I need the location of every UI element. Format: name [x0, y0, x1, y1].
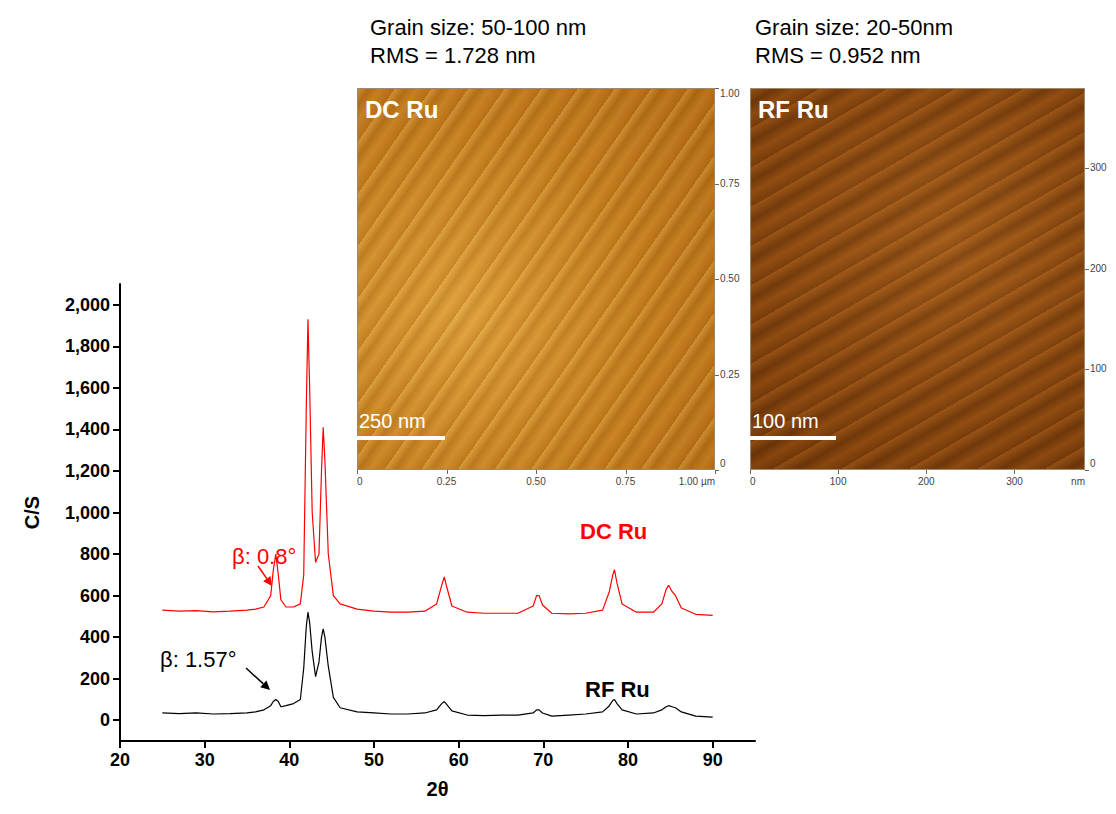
html-text:0.25: 0.25	[436, 476, 457, 487]
html-text:0: 0	[750, 476, 756, 487]
svg-text:C/S: C/S	[21, 496, 43, 529]
html-text:100: 100	[1090, 363, 1107, 375]
html-text:0.25: 0.25	[720, 368, 740, 380]
html-text:200: 200	[918, 476, 935, 487]
html-text:Grain size: 50-100 nm: Grain size: 50-100 nm	[370, 15, 587, 40]
html-text:0.75: 0.75	[615, 476, 636, 487]
svg-text:1,400: 1,400	[65, 419, 110, 439]
svg-text:1,200: 1,200	[65, 461, 110, 481]
html-text:200: 200	[1090, 262, 1107, 274]
svg-text:70: 70	[533, 750, 553, 770]
svg-text:400: 400	[80, 627, 110, 647]
html-text:250 nm: 250 nm	[359, 410, 426, 432]
svg-text:90: 90	[703, 750, 723, 770]
html-text:100 nm: 100 nm	[752, 410, 819, 432]
svg-text:1,800: 1,800	[65, 336, 110, 356]
html-text:nm: nm	[1071, 476, 1085, 487]
svg-text:40: 40	[279, 750, 299, 770]
html-text:0.50: 0.50	[526, 476, 546, 487]
html-text:0: 0	[720, 458, 726, 469]
html-text:RMS = 0.952 nm: RMS = 0.952 nm	[755, 43, 921, 68]
html-text:0: 0	[357, 476, 363, 487]
svg-text:800: 800	[80, 544, 110, 564]
svg-text:1,000: 1,000	[65, 503, 110, 523]
html-text:1.00 µm: 1.00 µm	[678, 476, 715, 487]
svg-text:2,000: 2,000	[65, 295, 110, 315]
svg-text:β: 0.8°: β: 0.8°	[232, 544, 296, 569]
html-text:300: 300	[1090, 162, 1107, 174]
svg-text:β: 1.57°: β: 1.57°	[160, 647, 237, 672]
html-text:300: 300	[1006, 476, 1023, 487]
svg-text:RF Ru: RF Ru	[585, 677, 650, 702]
svg-text:1,600: 1,600	[65, 378, 110, 398]
svg-text:2θ: 2θ	[427, 778, 449, 800]
html-text:1.00: 1.00	[720, 88, 740, 99]
svg-text:0: 0	[100, 710, 110, 730]
html-text:Grain size: 20-50nm: Grain size: 20-50nm	[755, 15, 954, 40]
svg-text:50: 50	[364, 750, 384, 770]
html-text:DC Ru: DC Ru	[365, 96, 439, 123]
svg-text:20: 20	[110, 750, 130, 770]
html-text:RMS = 1.728 nm: RMS = 1.728 nm	[370, 43, 536, 68]
svg-text:30: 30	[195, 750, 215, 770]
html-text:0: 0	[1090, 458, 1096, 469]
html-text:RF Ru: RF Ru	[758, 96, 829, 123]
html-text:0.50: 0.50	[720, 273, 740, 284]
svg-text:60: 60	[449, 750, 469, 770]
html-text:0.75: 0.75	[720, 177, 740, 189]
svg-text:600: 600	[80, 586, 110, 606]
svg-text:80: 80	[618, 750, 638, 770]
html-text:100: 100	[829, 476, 847, 487]
svg-text:DC Ru: DC Ru	[580, 519, 647, 544]
svg-text:200: 200	[80, 669, 110, 689]
